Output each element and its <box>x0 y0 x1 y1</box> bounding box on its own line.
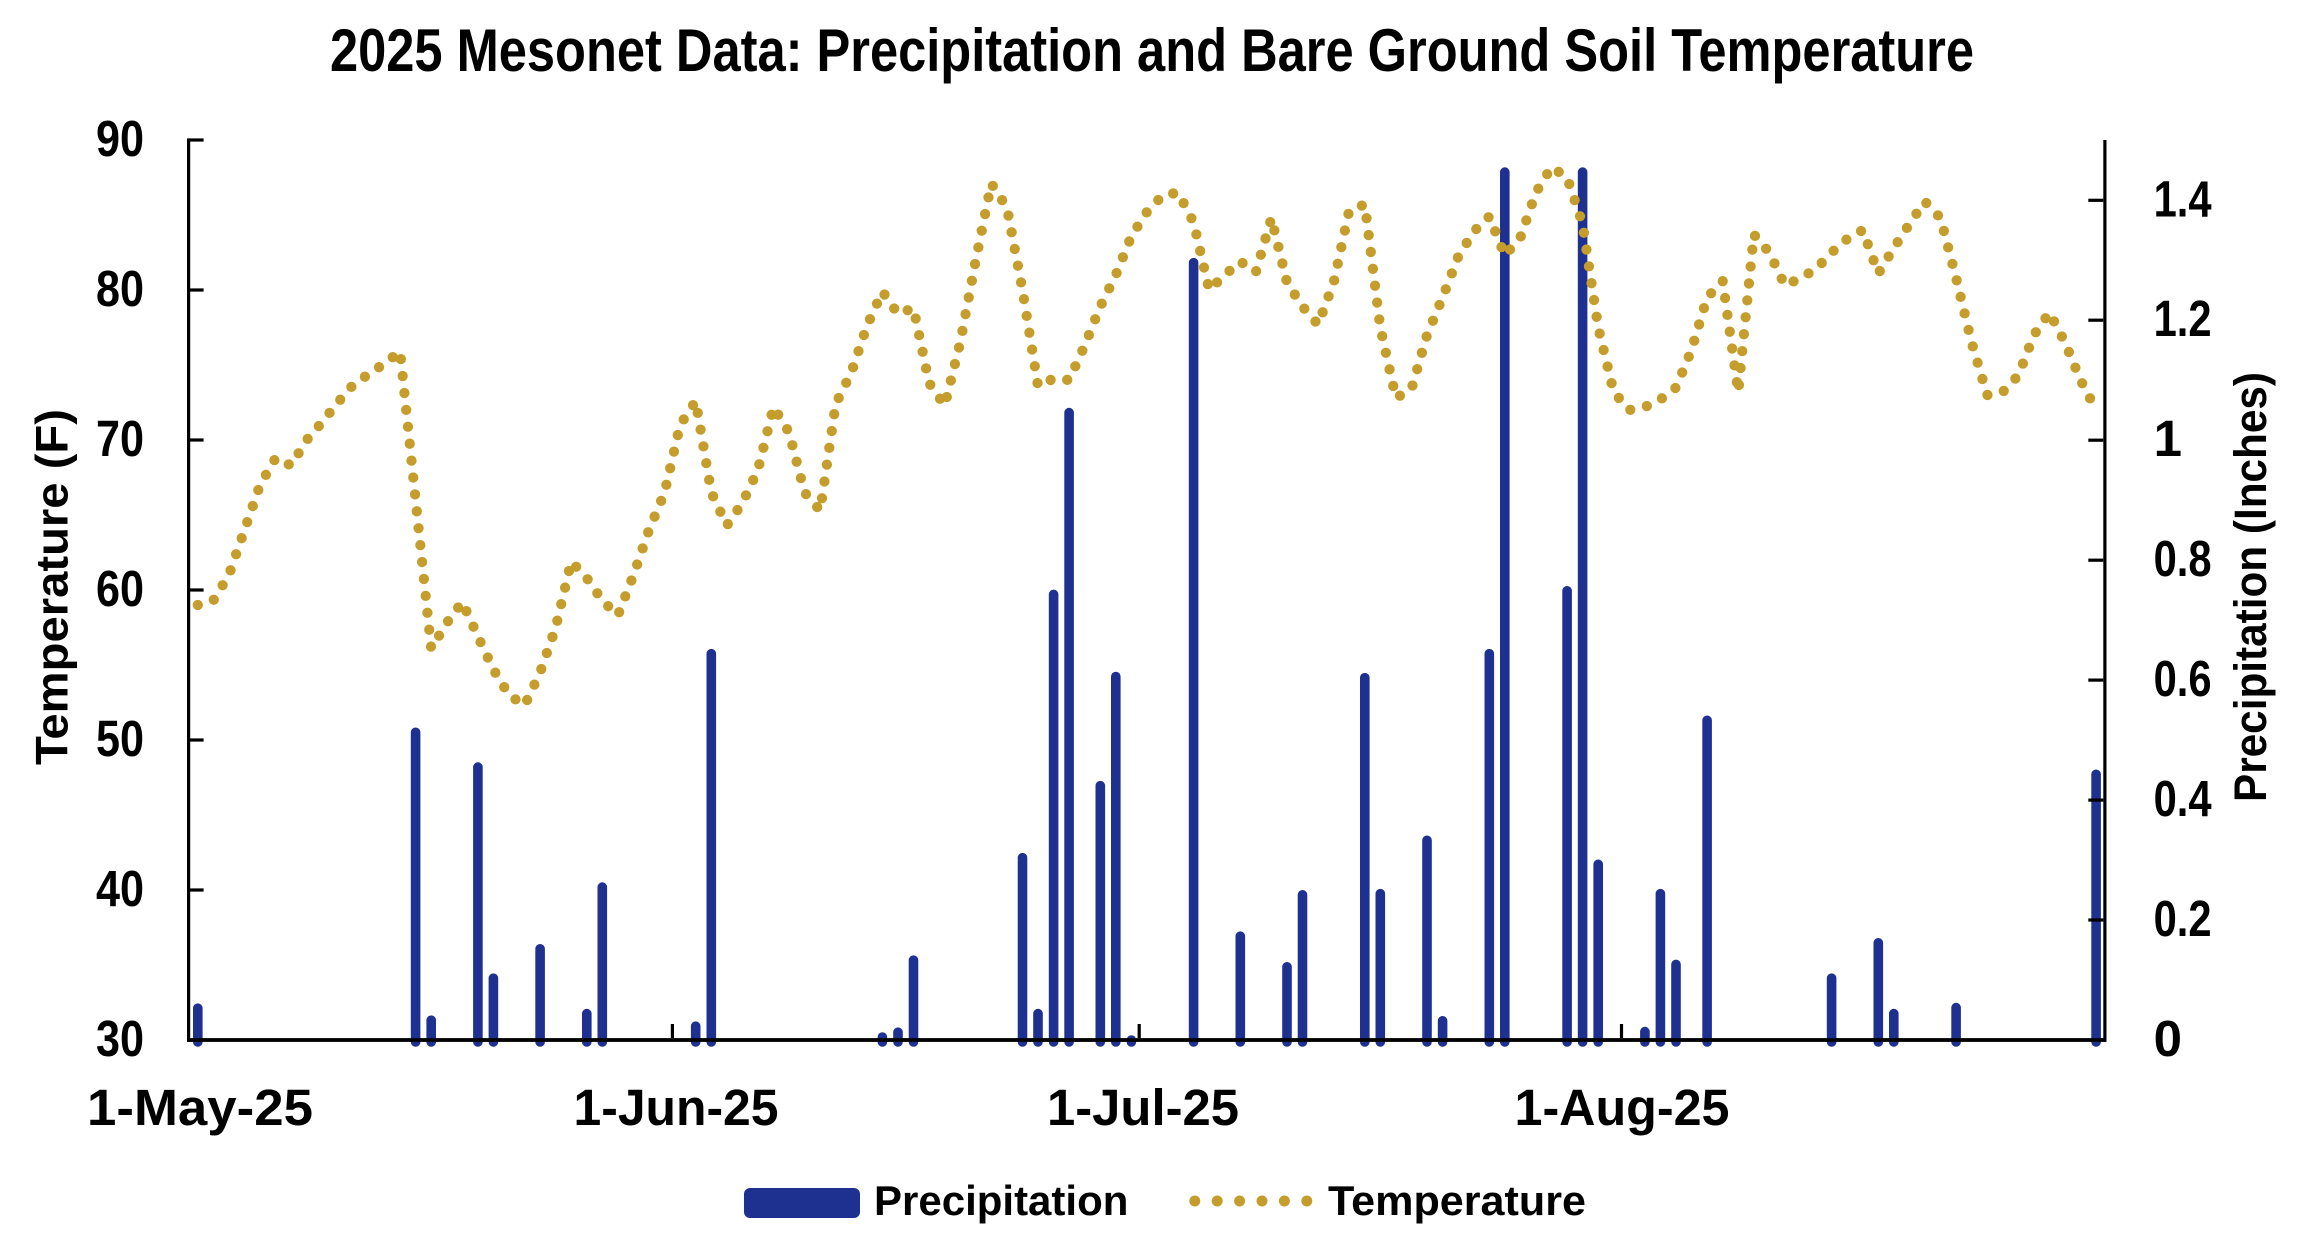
svg-text:50: 50 <box>96 710 144 767</box>
svg-text:90: 90 <box>96 110 144 167</box>
svg-text:1-Jul-25: 1-Jul-25 <box>1047 1079 1239 1136</box>
svg-text:60: 60 <box>96 560 144 617</box>
svg-text:1-May-25: 1-May-25 <box>87 1079 313 1136</box>
svg-text:40: 40 <box>96 860 144 917</box>
svg-text:0: 0 <box>2154 1010 2182 1067</box>
svg-text:1: 1 <box>2154 410 2182 467</box>
svg-text:Precipitation (Inches): Precipitation (Inches) <box>2225 372 2276 802</box>
svg-text:0.4: 0.4 <box>2154 770 2213 827</box>
svg-text:0.6: 0.6 <box>2154 650 2212 707</box>
svg-text:1-Aug-25: 1-Aug-25 <box>1515 1079 1730 1136</box>
svg-text:1-Jun-25: 1-Jun-25 <box>574 1079 779 1136</box>
svg-text:80: 80 <box>96 260 144 317</box>
svg-text:1.2: 1.2 <box>2154 290 2212 347</box>
svg-text:Temperature (F): Temperature (F) <box>27 409 78 765</box>
svg-text:2025 Mesonet Data: Precipitati: 2025 Mesonet Data: Precipitation and Bar… <box>330 17 1974 84</box>
svg-text:0.8: 0.8 <box>2154 530 2212 587</box>
svg-text:Precipitation: Precipitation <box>874 1177 1128 1224</box>
svg-text:0.2: 0.2 <box>2154 890 2212 947</box>
svg-text:30: 30 <box>96 1010 144 1067</box>
svg-text:Temperature: Temperature <box>1328 1177 1586 1224</box>
svg-text:1.4: 1.4 <box>2154 170 2213 227</box>
svg-text:70: 70 <box>96 410 144 467</box>
